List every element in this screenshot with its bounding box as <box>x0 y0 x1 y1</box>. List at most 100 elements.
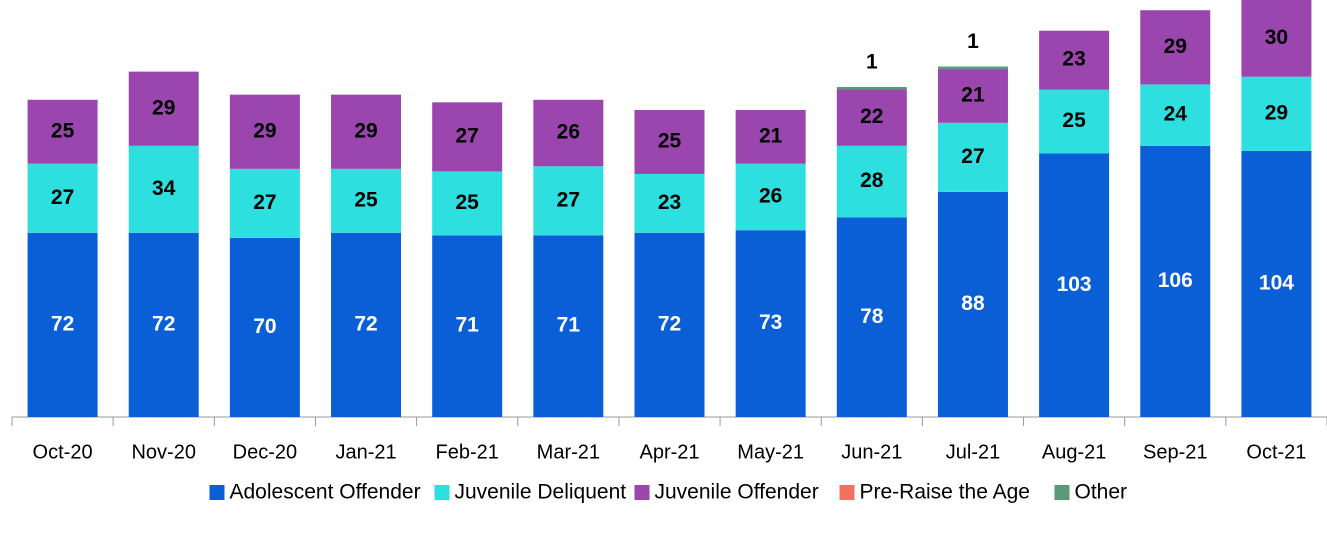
legend-label: Pre-Raise the Age <box>860 481 1030 504</box>
data-label: 73 <box>759 311 782 334</box>
x-tick-label: Oct-20 <box>33 441 93 463</box>
data-label: 29 <box>1265 101 1288 124</box>
bar-segment <box>229 237 300 417</box>
bar-segment <box>937 191 1008 417</box>
legend-swatch <box>1054 485 1070 500</box>
data-label: 103 <box>1057 273 1092 296</box>
data-label: 71 <box>456 314 480 337</box>
bar-segment <box>331 232 402 417</box>
bar-segment <box>937 122 1008 192</box>
bar-segment <box>836 89 907 146</box>
data-label: 21 <box>961 83 985 106</box>
x-tick-label: Nov-20 <box>131 441 195 463</box>
bar-segment <box>634 173 705 233</box>
x-tick-label: Aug-21 <box>1042 441 1107 463</box>
x-tick-label: Jun-21 <box>841 441 902 463</box>
bar-segment <box>836 217 907 417</box>
bar-segment <box>1039 30 1110 90</box>
x-tick-label: Mar-21 <box>537 441 600 463</box>
bar-segment <box>27 99 98 164</box>
data-label: 23 <box>658 191 681 214</box>
data-label: 29 <box>152 96 175 119</box>
data-label: 21 <box>759 124 783 147</box>
data-label: 25 <box>456 191 480 214</box>
bar-segment <box>128 71 199 146</box>
legend-label: Juvenile Deliquent <box>455 481 627 504</box>
data-label: 78 <box>860 305 884 328</box>
data-label: 1 <box>967 30 979 53</box>
data-label: 26 <box>759 185 782 208</box>
bar-segment <box>735 110 806 164</box>
x-tick-label: Oct-21 <box>1246 441 1306 463</box>
x-tick-label: May-21 <box>737 441 804 463</box>
x-tick-label: Dec-20 <box>233 441 297 463</box>
x-tick-label: Jul-21 <box>946 441 1000 463</box>
legend-swatch <box>434 485 450 500</box>
bar-segment <box>331 94 402 169</box>
bar-segment <box>1140 84 1211 146</box>
data-label: 88 <box>961 292 985 315</box>
bar-segment <box>634 110 705 174</box>
data-label: 1 <box>866 51 878 74</box>
data-label: 25 <box>658 130 682 153</box>
bar-segment <box>1241 76 1312 151</box>
bar-segment <box>1140 145 1211 417</box>
bar-segment <box>634 232 705 417</box>
data-label: 72 <box>354 312 377 335</box>
bar-segment <box>533 99 604 167</box>
data-label: 72 <box>51 312 74 335</box>
data-label: 70 <box>253 315 276 338</box>
bar-segment <box>1241 150 1312 417</box>
data-label: 104 <box>1259 272 1294 295</box>
bar-segment <box>128 232 199 417</box>
bar-segment <box>128 145 199 233</box>
data-label: 27 <box>456 124 479 147</box>
legend-label: Adolescent Offender <box>230 481 421 504</box>
bar-segment <box>432 171 503 236</box>
data-label: 25 <box>354 188 378 211</box>
data-label: 29 <box>1164 35 1187 58</box>
data-label: 30 <box>1265 26 1288 49</box>
bar-segment <box>331 168 402 233</box>
x-tick-label: Feb-21 <box>436 441 499 463</box>
data-label: 29 <box>253 119 276 142</box>
data-label: 25 <box>51 119 75 142</box>
data-label: 27 <box>51 186 74 209</box>
bar-segment <box>735 163 806 231</box>
bar-segment <box>533 235 604 417</box>
data-label: 26 <box>557 121 580 144</box>
bar-segment <box>1140 10 1211 85</box>
x-tick-label: Jan-21 <box>335 441 396 463</box>
bar-segment <box>836 86 907 90</box>
data-label: 72 <box>658 312 681 335</box>
data-label: 23 <box>1062 48 1085 71</box>
legend-label: Other <box>1075 481 1128 504</box>
bar-segment <box>836 145 907 218</box>
bar-segment <box>27 232 98 417</box>
bar-segment <box>1039 153 1110 417</box>
legend-label: Juvenile Offender <box>655 481 819 504</box>
bar-segment <box>229 168 300 238</box>
legend-swatch <box>634 485 650 500</box>
legend-swatch <box>209 485 225 500</box>
bar-segment <box>1039 89 1110 154</box>
data-label: 72 <box>152 312 175 335</box>
data-label: 27 <box>253 191 276 214</box>
data-label: 106 <box>1158 269 1193 292</box>
bar-segment <box>735 230 806 417</box>
data-label: 25 <box>1062 109 1086 132</box>
data-label: 27 <box>557 188 580 211</box>
data-label: 22 <box>860 105 883 128</box>
x-tick-label: Apr-21 <box>639 441 699 463</box>
data-label: 71 <box>557 314 581 337</box>
bar-segment <box>27 163 98 233</box>
bar-segment <box>937 69 1008 123</box>
bar-segment <box>229 94 300 169</box>
bar-segment <box>432 235 503 417</box>
bar-segment <box>533 166 604 236</box>
data-label: 27 <box>961 145 984 168</box>
data-label: 29 <box>354 119 377 142</box>
bar-segment <box>1241 0 1312 77</box>
data-label: 34 <box>152 177 176 200</box>
